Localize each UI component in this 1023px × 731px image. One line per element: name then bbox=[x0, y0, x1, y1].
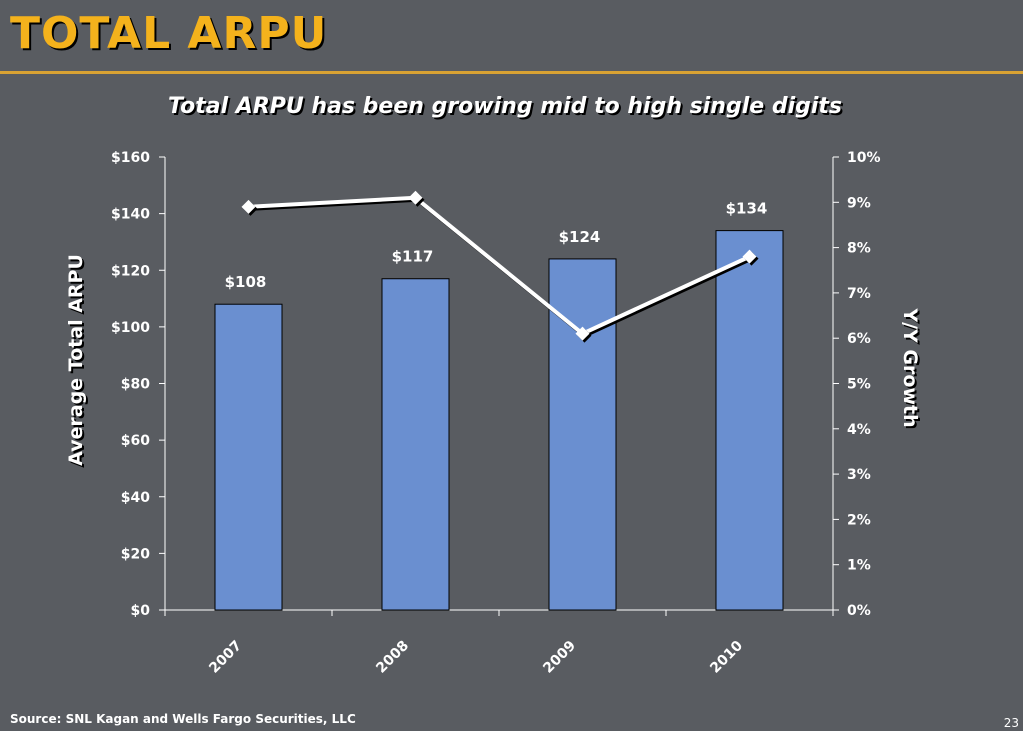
page-number: 23 bbox=[1003, 716, 1019, 730]
growth-marker bbox=[408, 190, 423, 205]
bar-data-label: $124 bbox=[559, 228, 601, 246]
right-axis-tick-label: 0% bbox=[847, 603, 871, 619]
left-axis-tick-label: $140 bbox=[111, 207, 150, 223]
right-axis-tick-label: 2% bbox=[847, 512, 871, 528]
left-axis-tick-label: $100 bbox=[111, 320, 150, 336]
x-axis-tick-label: 2007 bbox=[206, 638, 245, 677]
labels: $0 $20 $40 $60 $80 $100 $120 $140 $160 0% 1% 2% 3% 4%… bbox=[65, 150, 923, 677]
left-axis-title-shadow: Average Total ARPU bbox=[67, 256, 89, 468]
left-axis-tick-label: $40 bbox=[121, 490, 150, 506]
bar-data-label: $117 bbox=[392, 248, 434, 266]
left-axis-tick-label: $160 bbox=[111, 150, 150, 166]
left-axis-tick-label: $60 bbox=[121, 433, 150, 449]
right-axis-title-shadow: Y/Y Growth bbox=[901, 309, 923, 429]
left-axis-tick-label: $80 bbox=[121, 377, 150, 393]
right-axis-tick-label: 8% bbox=[847, 241, 871, 257]
right-axis-tick-label: 5% bbox=[847, 377, 871, 393]
growth-marker bbox=[575, 326, 590, 341]
left-axis-tick-label: $20 bbox=[121, 546, 150, 562]
bar bbox=[715, 230, 784, 611]
growth-line-path bbox=[248, 195, 751, 337]
left-axis-tick-label: $120 bbox=[111, 263, 150, 279]
right-axis-tick-label: 4% bbox=[847, 422, 871, 438]
bar bbox=[214, 303, 283, 611]
growth-line bbox=[241, 190, 759, 343]
x-axis-tick-label: 2010 bbox=[707, 638, 746, 677]
chart-title: Total ARPU has been growing mid to high … bbox=[167, 94, 843, 119]
right-axis-tick-label: 1% bbox=[847, 558, 871, 574]
growth-marker bbox=[241, 199, 256, 214]
bar bbox=[381, 278, 450, 611]
slide-title: TOTAL ARPU bbox=[10, 8, 328, 59]
bar-data-label: $134 bbox=[726, 200, 768, 218]
x-axis-tick-label: 2008 bbox=[373, 638, 412, 677]
source-note: Source: SNL Kagan and Wells Fargo Securi… bbox=[10, 712, 356, 726]
x-axis-tick-label: 2009 bbox=[540, 638, 579, 677]
left-axis-title: Average Total ARPU bbox=[65, 254, 87, 466]
bar-data-label: $108 bbox=[225, 273, 267, 291]
bars bbox=[214, 230, 784, 611]
left-axis-tick-label: $0 bbox=[131, 603, 151, 619]
bar bbox=[548, 258, 617, 611]
growth-marker bbox=[742, 249, 757, 264]
right-axis-tick-label: 10% bbox=[847, 150, 881, 166]
title-divider bbox=[0, 71, 1023, 74]
right-axis-tick-label: 6% bbox=[847, 331, 871, 347]
right-axis-title: Y/Y Growth bbox=[899, 307, 921, 427]
right-axis-tick-label: 7% bbox=[847, 286, 871, 302]
right-axis-tick-label: 3% bbox=[847, 467, 871, 483]
right-axis-tick-label: 9% bbox=[847, 195, 871, 211]
